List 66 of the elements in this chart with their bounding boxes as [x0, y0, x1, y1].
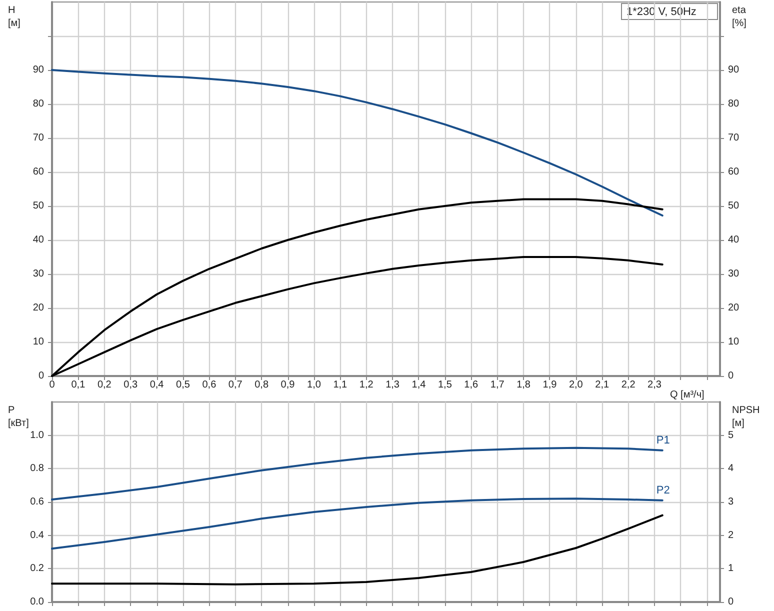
x-tick-label: 0,6	[202, 380, 217, 390]
x-tick-label: 1,0	[307, 380, 322, 390]
y2-tick-label: 4	[728, 463, 734, 474]
y2-tick-label: 70	[728, 132, 740, 144]
y2-tick-label: 0	[728, 596, 734, 608]
y2-axis-title: NPSH [м]	[732, 405, 760, 429]
line-series	[51, 498, 664, 550]
y2-tick-label: 30	[728, 268, 740, 280]
x-tick-label: 2,0	[568, 380, 584, 390]
series-label: P1	[656, 434, 670, 446]
series-label: P2	[656, 484, 670, 496]
x-tick-label: 1,8	[516, 380, 531, 390]
x-tick-label: 0,4	[150, 380, 164, 390]
y2-tick-label: 90	[728, 64, 740, 76]
y-tick-label: 1.0	[30, 430, 44, 441]
y-tick-label: 10	[32, 336, 44, 348]
y-tick-label: 20	[32, 302, 44, 314]
x-tick-label: 2,3	[648, 380, 662, 390]
y-tick-label: 0.6	[30, 496, 44, 508]
y2-tick-label: 40	[728, 234, 740, 246]
x-tick-label: 1,9	[542, 380, 558, 390]
x-tick-label: 0,2	[97, 380, 112, 390]
y-axis-title: P [кВт]	[8, 405, 30, 429]
y-tick-label: 60	[32, 166, 44, 178]
y2-tick-label: 2	[728, 530, 734, 541]
x-tick-label: 2,1	[595, 380, 610, 390]
x-tick-label: 1,2	[359, 380, 374, 390]
x-tick-label: 0,1	[71, 380, 86, 390]
line-series	[51, 69, 664, 217]
x-tick-label: 1,6	[464, 380, 479, 390]
y-tick-label: 40	[32, 234, 44, 246]
y2-tick-label: 60	[728, 166, 740, 178]
y-axis-title: H [м]	[8, 5, 21, 29]
y-tick-label: 0	[38, 370, 44, 382]
x-tick-label: 1,7	[490, 380, 505, 390]
y-tick-label: 90	[32, 64, 44, 76]
x-axis-title: Q [м³/ч]	[670, 390, 705, 400]
x-tick-label: 0	[49, 380, 56, 390]
x-tick-label: 0,7	[228, 380, 243, 390]
y-tick-label: 50	[32, 200, 44, 212]
y-tick-label: 70	[32, 132, 44, 144]
x-tick-label: 1,5	[438, 380, 452, 390]
x-tick-label: 1,3	[386, 380, 400, 390]
y-tick-label: 30	[32, 268, 44, 280]
y2-tick-label: 50	[728, 200, 740, 212]
y-tick-label: 0.2	[30, 563, 44, 574]
x-tick-label: 1,1	[333, 380, 348, 390]
y2-tick-label: 0	[728, 370, 734, 382]
x-tick-label: 0,9	[280, 380, 296, 390]
y-tick-label: 0.0	[30, 596, 44, 608]
y-tick-label: 0.8	[30, 463, 44, 474]
y2-tick-label: 1	[728, 563, 734, 574]
y2-tick-label: 80	[728, 98, 740, 110]
line-series	[51, 514, 664, 586]
x-tick-label: 1,4	[412, 380, 426, 390]
y2-tick-label: 5	[728, 430, 734, 441]
y-tick-label: 80	[32, 98, 44, 110]
y2-tick-label: 20	[728, 302, 740, 314]
y2-tick-label: 3	[728, 496, 734, 508]
x-tick-label: 0,8	[254, 380, 269, 390]
x-tick-label: 0,3	[124, 380, 138, 390]
y2-axis-title: eta [%]	[732, 5, 747, 29]
y2-tick-label: 10	[728, 336, 740, 348]
x-tick-label: 2,2	[621, 380, 636, 390]
y-tick-label: 0.4	[30, 530, 44, 541]
x-tick-label: 0,5	[176, 380, 190, 390]
